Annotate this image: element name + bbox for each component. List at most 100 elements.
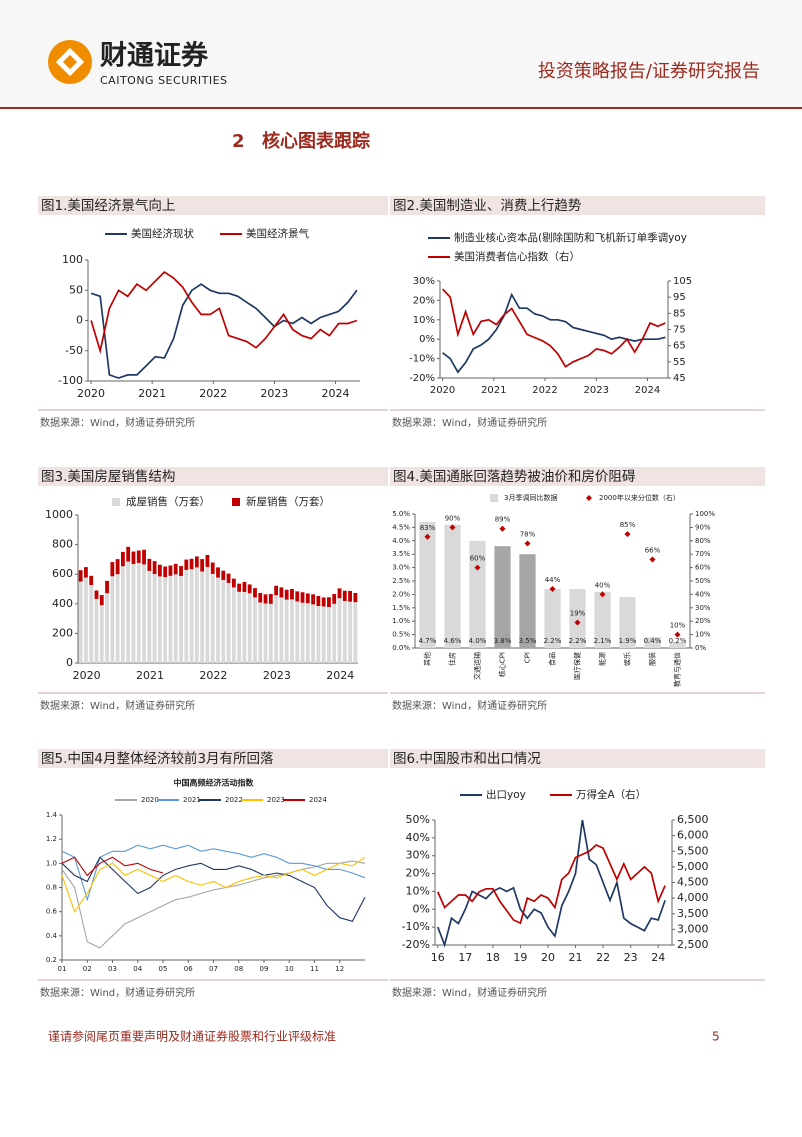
bar — [300, 592, 305, 603]
x-tick-label: 2021 — [138, 387, 166, 400]
figure-title: 图4.美国通胀回落趋势被油价和房价阻碍 — [393, 469, 635, 485]
bar — [644, 637, 661, 648]
y-tick-label: 600 — [52, 567, 73, 580]
x-tick-label: 10 — [285, 965, 294, 973]
legend-label: 2022 — [225, 796, 243, 804]
legend-label: 美国经济景气 — [246, 227, 309, 240]
y-tick-label: -10% — [409, 354, 435, 365]
bar — [94, 598, 99, 663]
x-tick-label: 核心CPI — [498, 652, 507, 677]
line-series — [442, 292, 666, 374]
bar — [131, 551, 136, 564]
bar — [258, 592, 263, 603]
x-tick-label: 交通运输 — [473, 652, 482, 680]
scatter-point — [649, 556, 656, 563]
y2-tick-label: 100% — [695, 510, 715, 518]
y2-tick-label: 60% — [695, 564, 711, 572]
y-tick-label: 20% — [406, 867, 430, 880]
y-tick-label: 4.0% — [392, 537, 410, 545]
x-tick-label: 20 — [541, 951, 555, 964]
bar — [321, 597, 326, 607]
x-tick-label: 能源 — [598, 652, 607, 666]
bar — [253, 588, 257, 598]
legend-label: 2000年以来分位数（右） — [599, 493, 680, 502]
line-series — [61, 856, 164, 877]
y-tick-label: 800 — [52, 538, 73, 551]
x-tick-label: 12 — [335, 965, 344, 973]
value-label: 60% — [470, 555, 486, 563]
x-tick-label: CPI — [524, 652, 532, 663]
y-tick-label: 1.0 — [46, 859, 57, 867]
bar — [284, 589, 289, 600]
bar — [348, 601, 352, 663]
bar — [89, 575, 94, 586]
scatter-point — [599, 591, 606, 598]
bar — [305, 593, 310, 604]
legend-swatch — [490, 494, 498, 502]
bar — [268, 594, 273, 604]
bar — [152, 561, 157, 575]
y2-tick-label: 80% — [695, 537, 711, 545]
x-tick-label: 08 — [234, 965, 243, 973]
bar — [263, 594, 268, 604]
legend-label: 3月季调同比数据 — [504, 493, 557, 502]
y-tick-label: 0 — [66, 656, 73, 669]
bar — [469, 540, 486, 648]
y-tick-label: 0.5% — [392, 631, 410, 639]
line-series — [61, 844, 366, 902]
bar — [253, 597, 257, 663]
x-tick-label: 06 — [184, 965, 193, 973]
y2-tick-label: 0% — [695, 644, 706, 652]
scatter-point — [474, 564, 481, 571]
report-type: 投资策略报告/证券研究报告 — [538, 61, 760, 82]
source-note: 数据来源：Wind，财通证券研究所 — [40, 699, 195, 712]
y-tick-label: 10% — [413, 315, 435, 326]
bar — [242, 581, 247, 592]
y-tick-label: 200 — [52, 626, 73, 639]
bar — [279, 587, 284, 598]
y-tick-label: 0% — [413, 902, 430, 915]
bar — [205, 566, 210, 663]
bar — [263, 603, 268, 663]
y-tick-label: 3.5% — [392, 550, 410, 558]
bar — [136, 550, 141, 563]
section-title: 核心图表跟踪 — [262, 130, 370, 152]
bar — [348, 590, 352, 602]
bar — [274, 585, 279, 596]
y2-tick-label: 105 — [673, 276, 692, 287]
y-tick-label: 100 — [62, 253, 83, 266]
y2-tick-label: 3,000 — [677, 922, 709, 935]
line-series — [441, 288, 666, 368]
bar — [300, 602, 305, 663]
y2-tick-label: 65 — [673, 341, 686, 352]
figure-title: 图1.美国经济景气向上 — [41, 198, 175, 214]
x-tick-label: 2023 — [584, 385, 609, 396]
bar — [221, 570, 226, 580]
scatter-point — [674, 631, 681, 638]
source-note: 数据来源：Wind，财通证券研究所 — [40, 986, 195, 999]
legend-swatch — [112, 498, 120, 506]
x-tick-label: 07 — [209, 965, 218, 973]
bar — [279, 597, 284, 663]
bar — [237, 591, 242, 663]
section-number: 2 — [232, 131, 245, 152]
y2-tick-label: 55 — [673, 357, 686, 368]
bar — [337, 598, 342, 663]
value-label: 66% — [645, 547, 661, 555]
bar — [173, 574, 178, 663]
bar — [327, 607, 331, 663]
legend-label: 2024 — [309, 796, 327, 804]
y-tick-label: 50% — [406, 813, 430, 826]
bar — [210, 573, 215, 663]
y-tick-label: 2.0% — [392, 590, 410, 598]
bar — [115, 574, 120, 663]
y-tick-label: -20% — [409, 373, 435, 384]
scatter-point — [424, 533, 431, 540]
y-tick-label: -20% — [402, 938, 430, 951]
footer-disclaimer: 谨请参阅尾页重要声明及财通证券股票和行业评级标准 — [48, 1029, 336, 1044]
y2-tick-label: 70% — [695, 550, 711, 558]
bar — [311, 594, 315, 605]
bar — [216, 567, 220, 578]
source-note: 数据来源：Wind，财通证券研究所 — [392, 416, 547, 429]
y-tick-label: 1.5% — [392, 604, 410, 612]
